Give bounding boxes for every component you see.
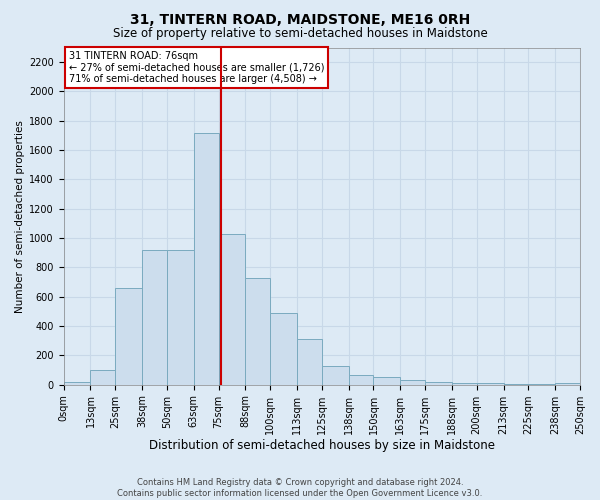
Bar (555, 382, 580, 384)
Bar (400, 380, 425, 384)
Bar (322, 366, 349, 384)
Bar (115, 288, 142, 384)
Bar (349, 375, 373, 384)
Bar (142, 250, 167, 384)
Y-axis label: Number of semi-detached properties: Number of semi-detached properties (15, 120, 25, 312)
Bar (167, 250, 194, 384)
X-axis label: Distribution of semi-detached houses by size in Maidstone: Distribution of semi-detached houses by … (149, 440, 495, 452)
Bar (297, 340, 322, 384)
Bar (270, 313, 297, 384)
Text: 31, TINTERN ROAD, MAIDSTONE, ME16 0RH: 31, TINTERN ROAD, MAIDSTONE, ME16 0RH (130, 12, 470, 26)
Bar (373, 376, 400, 384)
Bar (91, 370, 115, 384)
Bar (64, 382, 91, 384)
Bar (194, 132, 218, 384)
Text: Contains HM Land Registry data © Crown copyright and database right 2024.
Contai: Contains HM Land Registry data © Crown c… (118, 478, 482, 498)
Bar (425, 382, 452, 384)
Text: 31 TINTERN ROAD: 76sqm
← 27% of semi-detached houses are smaller (1,726)
71% of : 31 TINTERN ROAD: 76sqm ← 27% of semi-det… (69, 51, 325, 84)
Bar (218, 234, 245, 384)
Bar (245, 278, 270, 384)
Text: Size of property relative to semi-detached houses in Maidstone: Size of property relative to semi-detach… (113, 28, 487, 40)
